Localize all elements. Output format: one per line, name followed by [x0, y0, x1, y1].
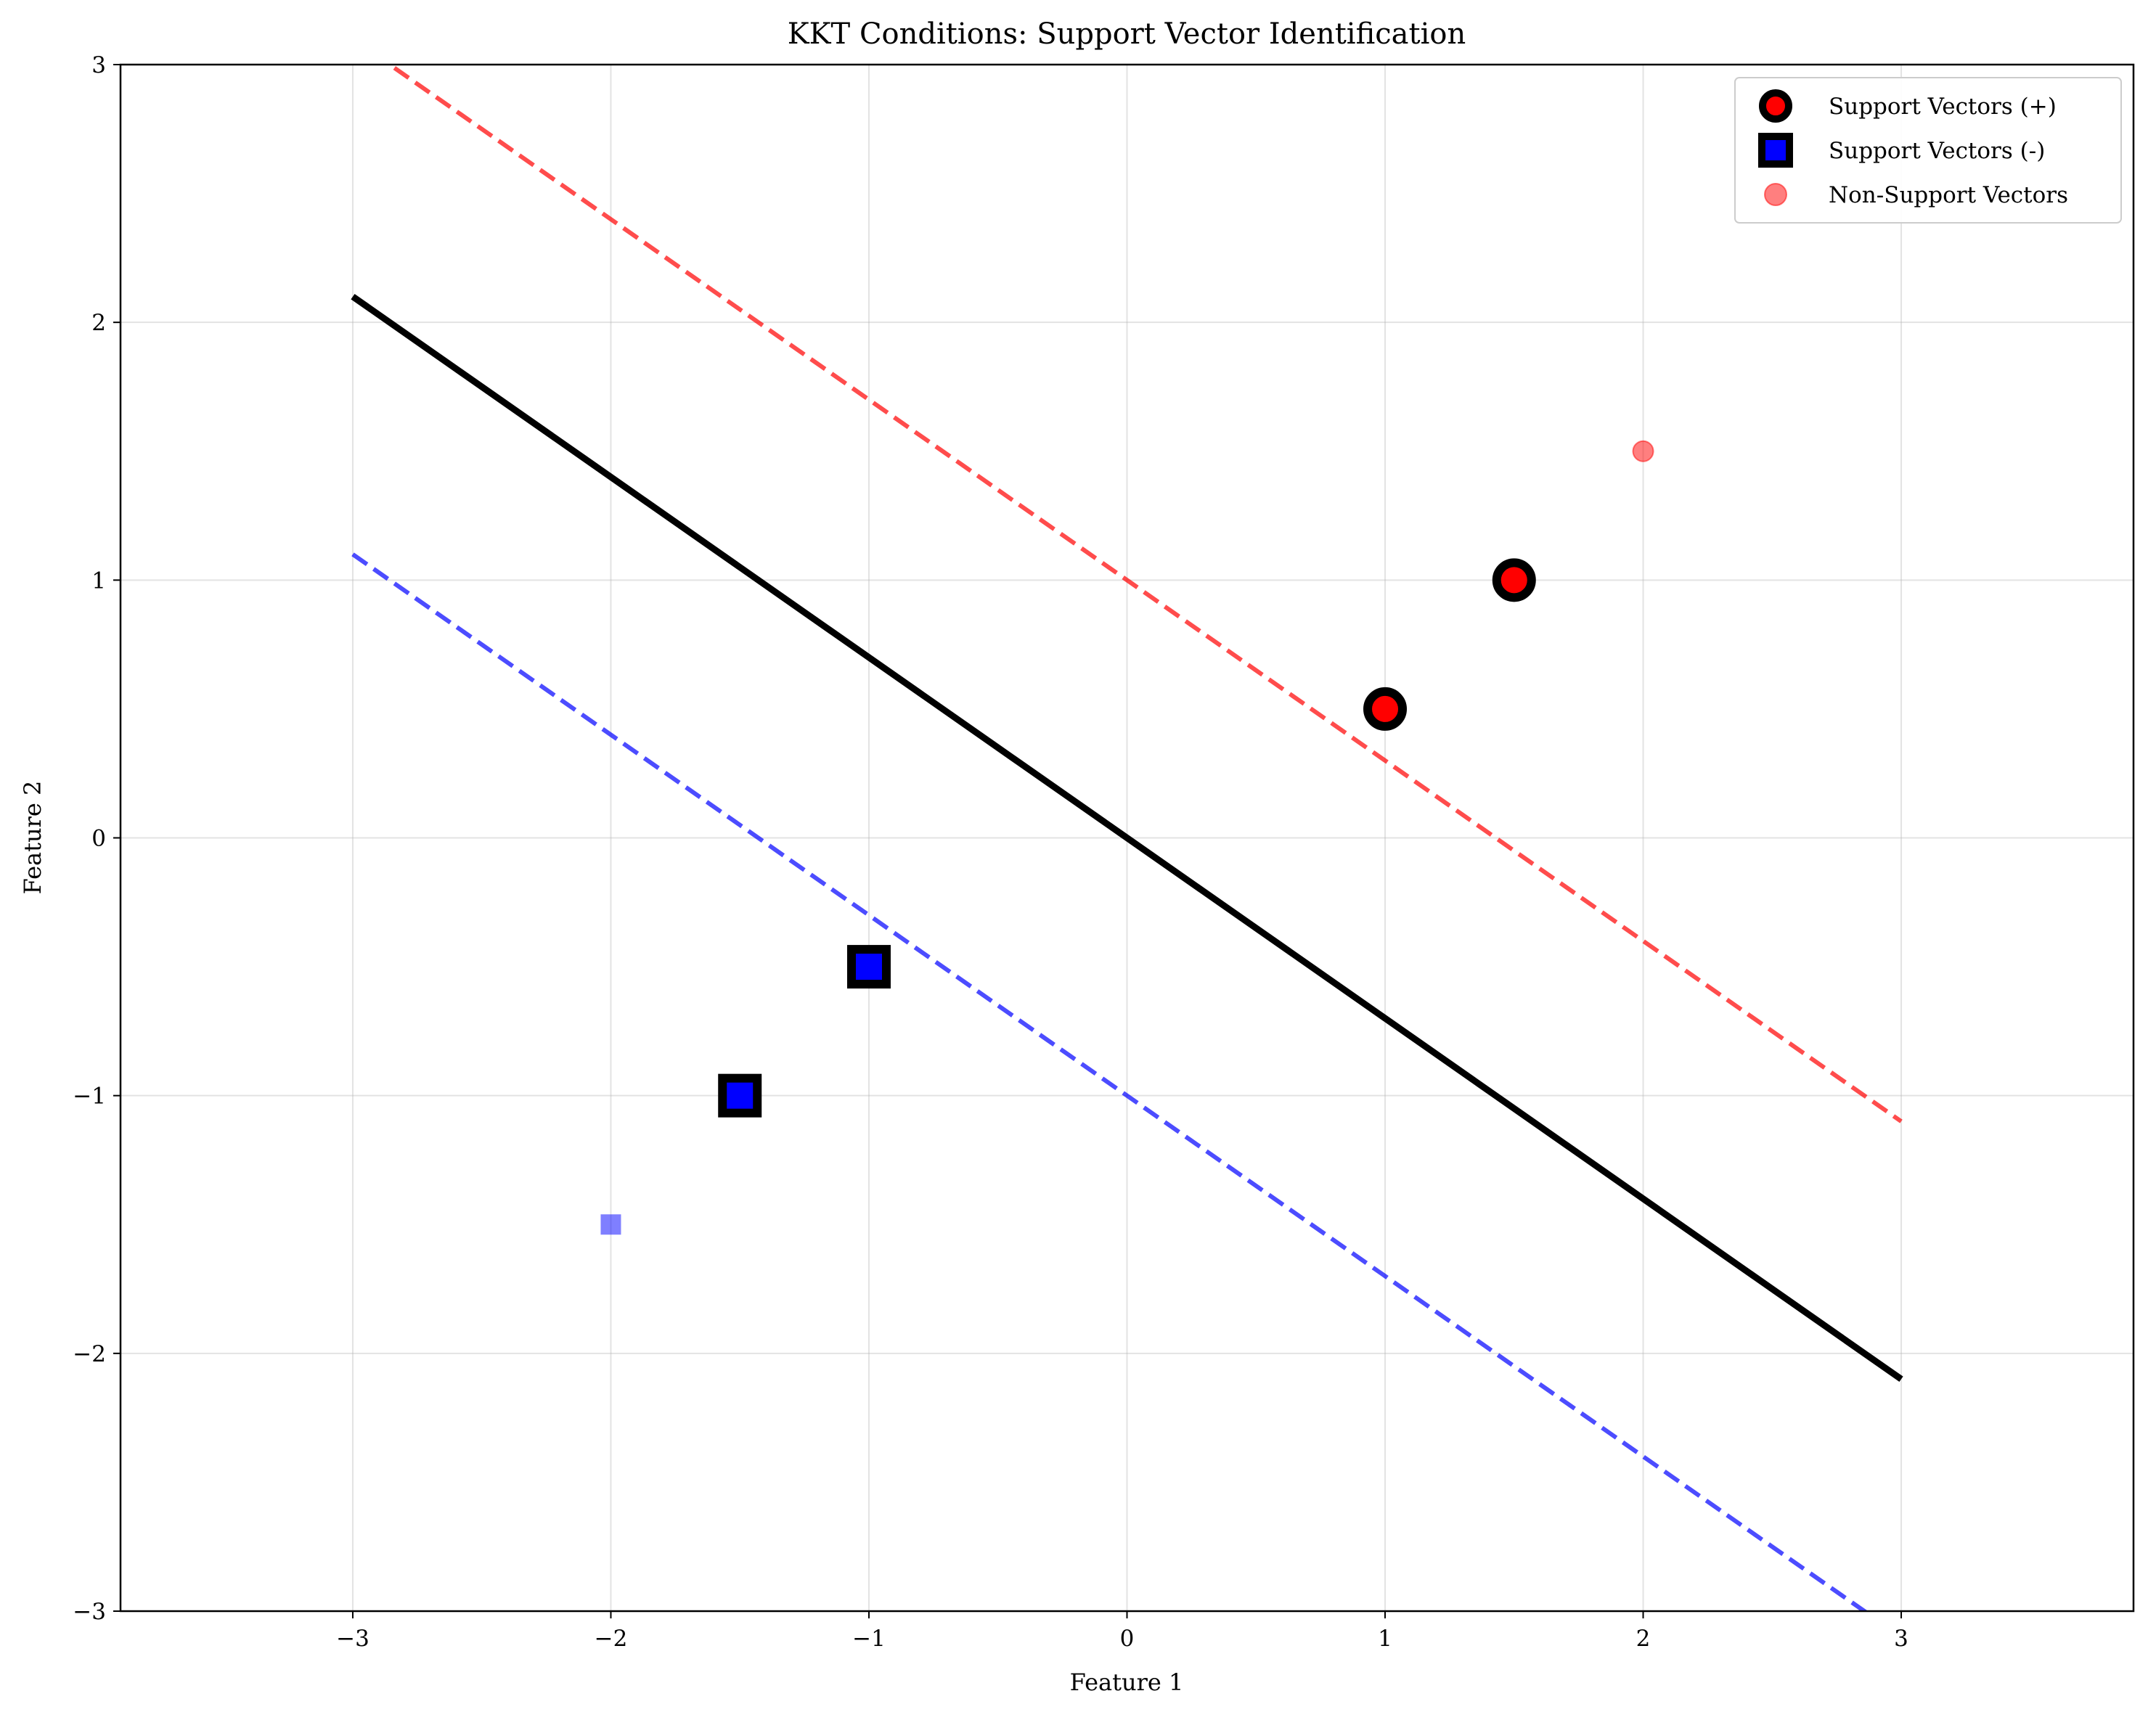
non-support-vector-minus-point — [600, 1214, 621, 1235]
y-tick-label: 1 — [91, 568, 106, 594]
x-tick-label: −3 — [336, 1626, 369, 1652]
x-tick-label: 3 — [1894, 1626, 1908, 1652]
y-axis-label: Feature 2 — [19, 781, 46, 895]
legend-frame — [1734, 77, 2122, 224]
positive-margin-line — [385, 65, 1903, 1123]
y-tick-label: −2 — [73, 1341, 106, 1367]
y-tick-label: 2 — [91, 310, 106, 336]
axis-ticks: −3 −2 −1 0 1 2 3 −3 −2 −1 0 1 2 3 — [73, 52, 1908, 1652]
legend: Support Vectors (+) Support Vectors (-) … — [1734, 77, 2122, 224]
x-tick-label: 0 — [1120, 1626, 1135, 1652]
y-tick-label: 0 — [91, 826, 106, 852]
x-tick-label: −1 — [852, 1626, 886, 1652]
negative-margin-line — [351, 552, 1869, 1611]
x-axis-label: Feature 1 — [1070, 1668, 1184, 1696]
chart-title: KKT Conditions: Support Vector Identific… — [788, 17, 1466, 51]
x-tick-label: 2 — [1636, 1626, 1651, 1652]
legend-marker-non-support — [1764, 183, 1787, 206]
support-vector-plus-point — [1363, 687, 1408, 731]
decision-lines — [351, 65, 1903, 1611]
legend-label-support-plus: Support Vectors (+) — [1829, 94, 2057, 120]
non-support-vector-plus-point — [1632, 440, 1654, 462]
legend-label-non-support: Non-Support Vectors — [1829, 182, 2068, 208]
support-vector-plus-point — [1492, 558, 1536, 602]
y-tick-label: −3 — [73, 1599, 106, 1625]
support-vector-minus-point — [846, 945, 891, 989]
support-vector-minus-point — [718, 1073, 762, 1118]
y-tick-label: 3 — [91, 52, 106, 78]
legend-marker-support-plus — [1759, 89, 1792, 123]
decision-boundary-line — [351, 293, 1903, 1383]
legend-label-support-minus: Support Vectors (-) — [1829, 138, 2045, 164]
x-tick-label: −2 — [595, 1626, 628, 1652]
y-tick-label: −1 — [73, 1084, 106, 1110]
x-tick-label: 1 — [1378, 1626, 1392, 1652]
legend-marker-support-minus — [1758, 133, 1793, 168]
data-points — [600, 440, 1654, 1235]
